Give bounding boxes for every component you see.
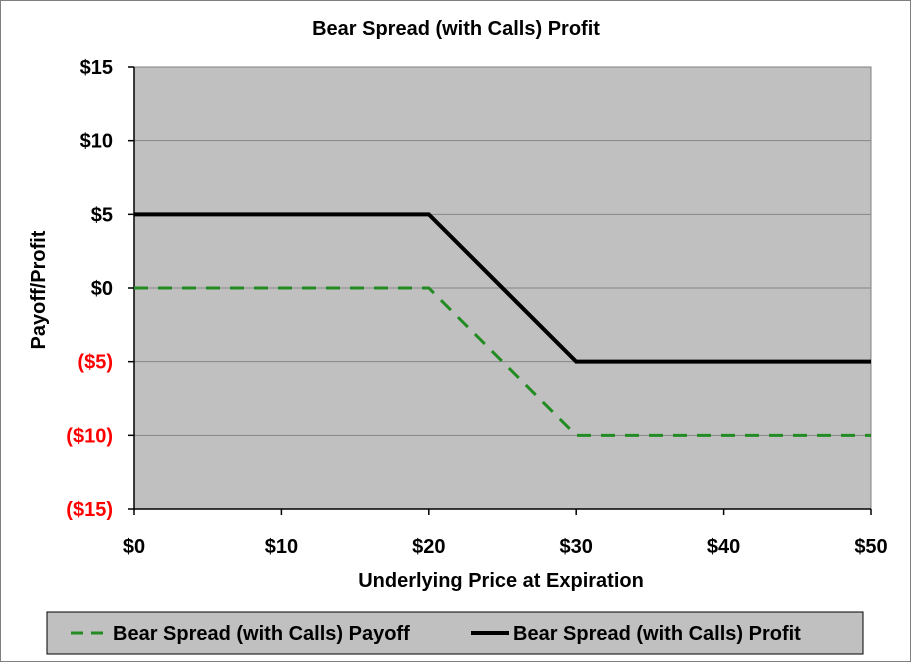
legend-label-0: Bear Spread (with Calls) Payoff [113,623,410,645]
x-axis-label: Underlying Price at Expiration [358,570,644,592]
y-tick-label-1: $10 [80,131,113,153]
y-tick-label-4: ($5) [77,352,113,374]
chart-title: Bear Spread (with Calls) Profit [312,18,600,40]
legend-box [46,611,864,655]
y-tick-label-6: ($15) [66,499,113,521]
y-tick-label-5: ($10) [66,425,113,447]
x-tick-label-4: $40 [707,536,740,558]
legend-label-1: Bear Spread (with Calls) Profit [513,623,801,645]
y-axis-ticks: $15 $10 $5 $0 ($5) ($10) ($15) [66,57,134,521]
series-line-payoff [134,286,871,437]
x-tick-label-3: $30 [560,536,593,558]
x-tick-label-1: $10 [265,536,298,558]
series-lines [134,212,871,437]
legend: Bear Spread (with Calls) Payoff Bear Spre… [71,623,801,645]
y-tick-label-2: $5 [91,204,113,226]
x-tick-label-0: $0 [123,536,145,558]
series-line-profit [134,212,871,364]
y-tick-label-3: $0 [91,278,113,300]
x-tick-label-5: $50 [854,536,887,558]
y-tick-label-0: $15 [80,57,113,79]
x-axis-ticks: $0 $10 $20 $30 $40 $50 [123,509,888,558]
x-tick-label-2: $20 [412,536,445,558]
y-axis-label: Payoff/Profit [28,230,50,349]
